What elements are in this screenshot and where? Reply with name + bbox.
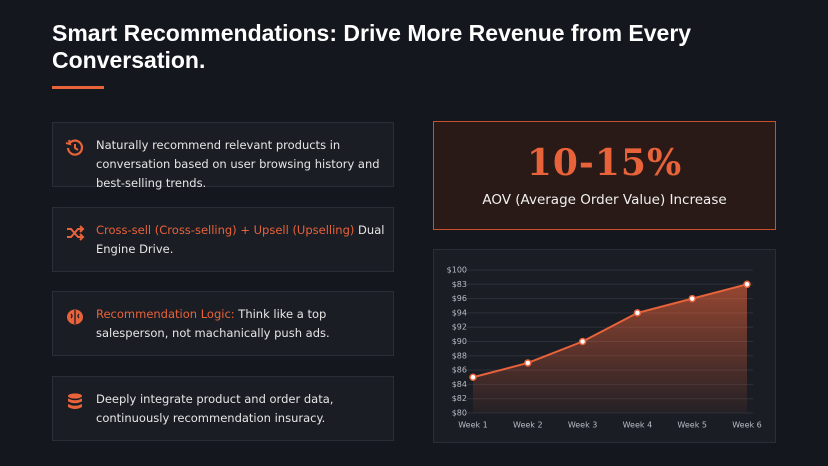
feature-body: Think like a top salesperson, not machan…	[96, 307, 330, 340]
stat-value: 10-15%	[526, 142, 683, 184]
y-tick-label: $83	[452, 280, 467, 289]
feature-text: Recommendation Logic: Think like a top s…	[96, 305, 386, 343]
x-tick-label: Week 5	[677, 421, 707, 430]
y-tick-label: $92	[452, 323, 467, 332]
y-tick-label: $94	[452, 308, 467, 317]
feature-card: Cross-sell (Cross-selling) + Upsell (Ups…	[52, 207, 394, 272]
y-tick-label: $82	[452, 394, 467, 403]
slide-title: Smart Recommendations: Drive More Revenu…	[52, 20, 692, 73]
point	[469, 373, 477, 381]
feature-body: Dual Engine Drive.	[96, 223, 385, 256]
chart: $80 $82 $84 $86 $88 $90 $92 $94 $96 $83 $100 Week 1…	[433, 249, 776, 443]
feature-card: Deeply integrate product and order data,…	[52, 376, 394, 441]
feature-text: Deeply integrate product and order data,…	[96, 390, 386, 428]
feature-highlight: Cross-sell (Cross-selling) + Upsell (Ups…	[96, 223, 355, 237]
y-tick-label: $90	[452, 337, 467, 346]
x-tick-label: Week 3	[568, 421, 598, 430]
feature-body: Deeply integrate product and order data,…	[96, 392, 334, 425]
shuffle-icon	[67, 225, 85, 241]
feature-card: Recommendation Logic: Think like a top s…	[52, 291, 394, 356]
database-icon	[68, 393, 82, 409]
feature-body: Naturally recommend relevant products in…	[96, 138, 380, 190]
feature-highlight: Recommendation Logic:	[96, 307, 235, 321]
x-tick-label: Week 1	[458, 421, 488, 430]
history-icon	[65, 139, 84, 156]
y-tick-label: $96	[452, 294, 467, 303]
point	[743, 280, 751, 289]
x-tick-label: Week 4	[623, 421, 653, 430]
y-tick-label: $100	[447, 266, 467, 275]
y-tick-label: $86	[452, 366, 467, 375]
area	[473, 284, 747, 413]
x-tick-label: Week 2	[513, 421, 543, 430]
line	[472, 283, 748, 379]
x-tick-label: Week 6	[732, 421, 762, 430]
point	[633, 309, 642, 317]
brain-icon	[67, 309, 83, 325]
stat-label: AOV (Average Order Value) Increase	[482, 192, 727, 208]
title-underline	[52, 86, 104, 89]
y-tick-label: $88	[452, 351, 467, 360]
y-tick-label: $84	[452, 380, 467, 389]
point	[578, 337, 587, 346]
point	[524, 359, 532, 367]
stat-box: 10-15% AOV (Average Order Value) Increas…	[433, 121, 776, 230]
feature-text: Cross-sell (Cross-selling) + Upsell (Ups…	[96, 221, 386, 259]
feature-card: Naturally recommend relevant products in…	[52, 122, 394, 190]
feature-text: Naturally recommend relevant products in…	[96, 136, 386, 193]
y-tick-label: $80	[452, 409, 467, 418]
point	[688, 294, 696, 303]
